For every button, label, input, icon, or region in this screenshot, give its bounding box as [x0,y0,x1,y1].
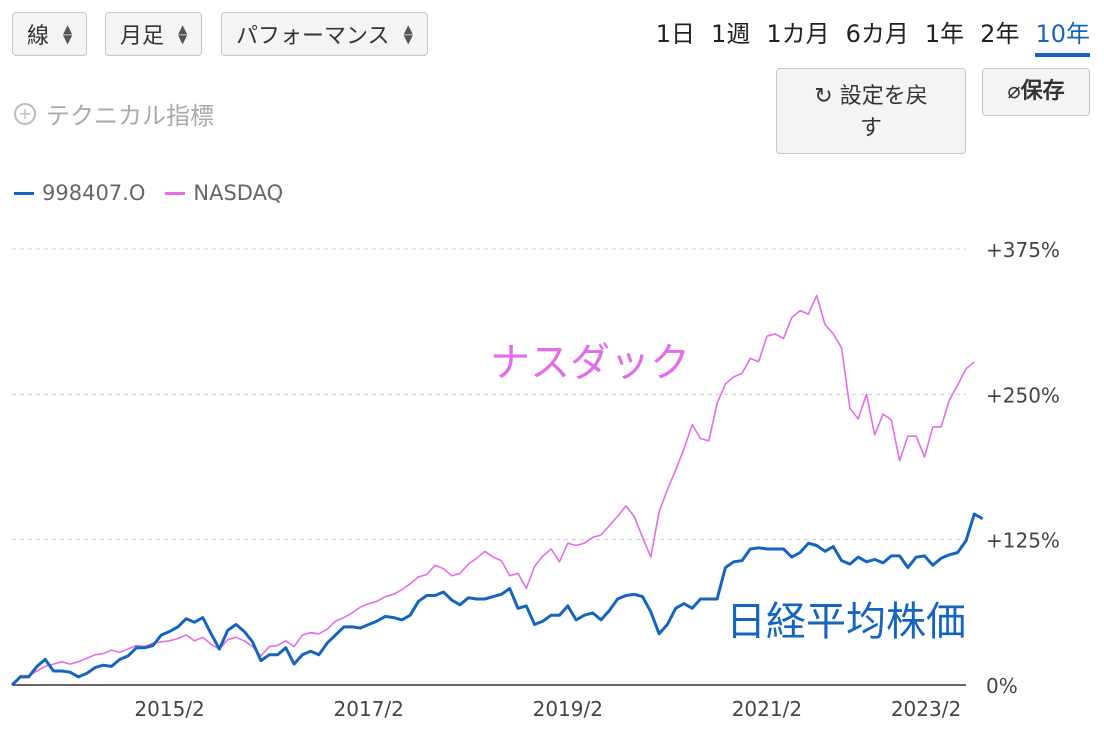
annotation-nikkei: 日経平均株価 [726,599,966,645]
legend-label: NASDAQ [193,181,284,205]
reset-label-1: 設定を戻 [839,84,928,109]
save-label: 保存 [1020,79,1065,104]
plus-circle-icon: + [14,102,36,125]
y-tick-label: 0% [986,674,1018,698]
refresh-icon: ↻ [814,84,833,109]
period-tab-6m[interactable]: 6カ月 [845,20,909,48]
chart-legend: 998407.O NASDAQ [14,181,283,205]
y-tick-label: +375% [986,238,1060,262]
interval-select[interactable]: 月足 ▲ ▼ [105,12,203,56]
mode-select[interactable]: パフォーマンス ▲ ▼ [221,12,428,56]
sort-arrows-icon: ▲ ▼ [63,22,73,46]
period-tab-10y[interactable]: 10年 [1035,14,1090,57]
x-tick-label: 2021/2 [732,697,802,721]
chart-type-select[interactable]: 線 ▲ ▼ [12,12,88,56]
x-tick-label: 2023/2 [891,697,961,721]
x-tick-label: 2015/2 [134,697,204,721]
sort-arrows-icon: ▲ ▼ [403,22,413,46]
y-tick-label: +250% [986,383,1060,407]
legend-label: 998407.O [42,181,146,205]
legend-item-nasdaq[interactable]: NASDAQ [165,181,283,205]
paperclip-icon: ⌀ [1007,79,1021,104]
technical-indicator-button[interactable]: + テクニカル指標 [14,96,214,131]
series-line-nasdaq [11,294,975,686]
annotation-nasdaq: ナスダック [490,340,690,386]
y-tick-label: +125% [986,529,1060,553]
series-line-nikkei [10,512,984,687]
reset-label-2: す [859,116,882,141]
legend-swatch [14,191,34,195]
period-tab-1y[interactable]: 1年 [924,20,965,48]
technical-label: テクニカル指標 [46,102,214,130]
period-tab-1w[interactable]: 1週 [711,20,751,48]
mode-value: パフォーマンス [236,24,390,49]
period-tab-2y[interactable]: 2年 [980,20,1020,48]
save-button[interactable]: ⌀保存 [982,68,1090,116]
period-tabs: 1日 1週 1カ月 6カ月 1年 2年 10年 [656,14,1090,57]
period-tab-1m[interactable]: 1カ月 [766,20,830,48]
reset-settings-button[interactable]: ↻ 設定を戻 す [776,68,966,154]
interval-value: 月足 [120,24,165,49]
legend-swatch [165,191,186,195]
chart-type-value: 線 [27,24,50,49]
x-tick-label: 2019/2 [533,697,603,721]
x-tick-label: 2017/2 [334,697,404,721]
legend-item-nikkei[interactable]: 998407.O [14,181,145,205]
period-tab-1d[interactable]: 1日 [655,20,696,48]
sort-arrows-icon: ▲ ▼ [178,22,188,46]
